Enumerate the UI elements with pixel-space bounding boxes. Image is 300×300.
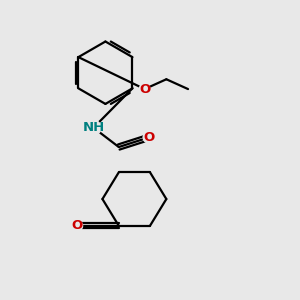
Circle shape: [143, 132, 154, 143]
Circle shape: [72, 220, 83, 231]
Text: O: O: [143, 131, 154, 144]
Circle shape: [86, 120, 101, 135]
Circle shape: [139, 84, 150, 94]
Text: NH: NH: [82, 121, 105, 134]
Text: O: O: [72, 219, 83, 232]
Text: O: O: [139, 82, 150, 96]
